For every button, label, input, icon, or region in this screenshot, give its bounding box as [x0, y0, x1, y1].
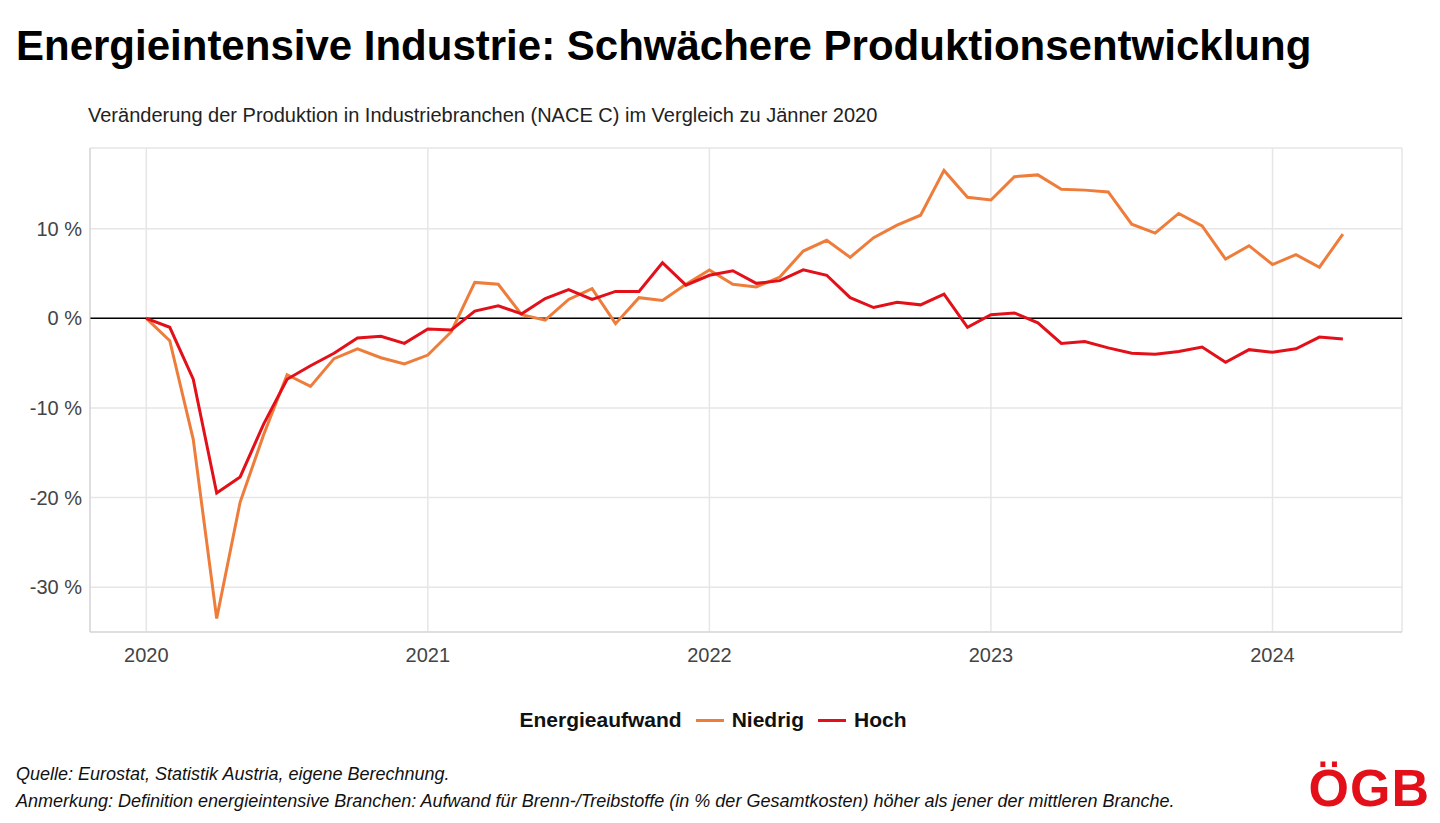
svg-text:2021: 2021	[406, 644, 451, 666]
svg-text:-10 %: -10 %	[30, 397, 82, 419]
html-text:ÖGB: ÖGB	[1308, 759, 1430, 817]
html-text:Hoch: Hoch	[854, 708, 907, 731]
html-text:Niedrig: Niedrig	[731, 708, 804, 731]
svg-text:-20 %: -20 %	[30, 487, 82, 509]
html-text:Energieintensive Industrie: Sc: Energieintensive Industrie: Schwächere P…	[16, 22, 1312, 69]
html-text:Energieaufwand: Energieaufwand	[519, 708, 682, 731]
svg-text:2022: 2022	[687, 644, 732, 666]
svg-text:0 %: 0 %	[48, 307, 83, 329]
html-text:Quelle: Eurostat, Statistik Au: Quelle: Eurostat, Statistik Austria, eig…	[16, 764, 450, 784]
svg-text:2023: 2023	[969, 644, 1014, 666]
svg-text:-30 %: -30 %	[30, 576, 82, 598]
html-text:Veränderung der Produktion in: Veränderung der Produktion in Industrieb…	[88, 104, 878, 126]
svg-text:2024: 2024	[1250, 644, 1295, 666]
svg-text:10 %: 10 %	[36, 218, 82, 240]
html-text:Anmerkung: Definition energiei: Anmerkung: Definition energieintensive B…	[16, 791, 1175, 811]
svg-text:2020: 2020	[124, 644, 169, 666]
